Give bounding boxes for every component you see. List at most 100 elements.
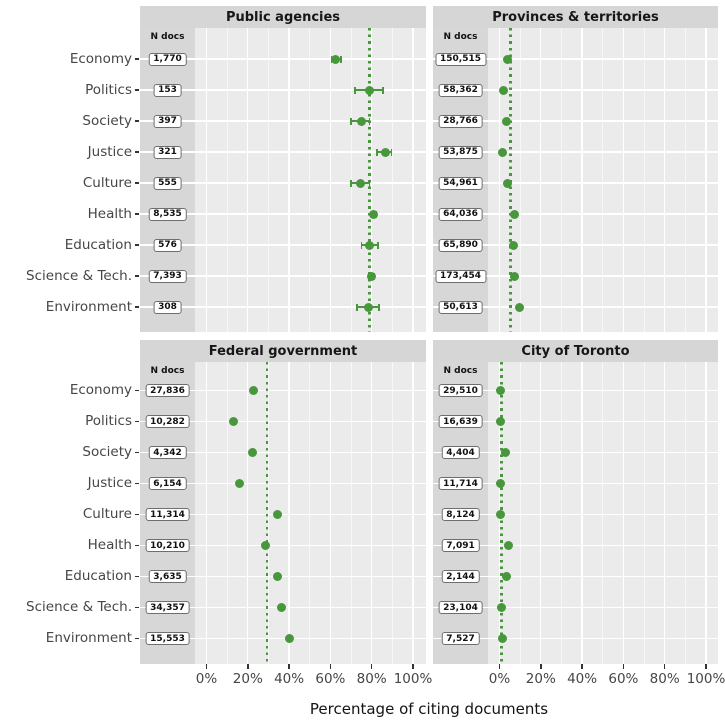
facet-title: Federal government xyxy=(208,343,358,359)
grid-major-v xyxy=(622,362,625,664)
data-point xyxy=(503,178,513,188)
data-point xyxy=(365,85,375,95)
data-point xyxy=(502,572,512,581)
grid-h xyxy=(195,275,426,277)
x-axis-title: Percentage of citing documents xyxy=(309,700,549,718)
data-point xyxy=(365,240,375,250)
data-point xyxy=(496,603,506,612)
ndocs-box: 53,875 xyxy=(438,145,483,159)
grid-major-v xyxy=(705,362,707,664)
facet-title: Public agencies xyxy=(225,9,341,25)
x-tick xyxy=(498,664,501,669)
data-point xyxy=(495,479,505,488)
ndocs-box: 11,314 xyxy=(145,508,190,521)
y-tick xyxy=(134,513,139,516)
ndocs-column: N docs 27,836 10,282 4,342 6,154 11,314 10,21… xyxy=(140,362,195,664)
grid-minor-v xyxy=(643,28,645,332)
ndocs-box: 555 xyxy=(153,176,182,190)
data-point xyxy=(498,85,508,95)
grid-major-v xyxy=(664,28,666,332)
y-tick xyxy=(134,575,139,578)
data-point xyxy=(497,147,507,157)
grid-h xyxy=(195,482,426,485)
data-point xyxy=(331,54,341,64)
grid-minor-v xyxy=(309,362,311,664)
grid-h xyxy=(195,513,426,516)
ndocs-box: 1,770 xyxy=(148,52,187,66)
x-tick-label: 20% xyxy=(525,671,556,687)
grid-minor-v xyxy=(226,362,228,664)
grid-minor-v xyxy=(560,28,562,332)
ndocs-box: 28,766 xyxy=(438,114,483,128)
x-tick xyxy=(247,664,249,669)
grid-h xyxy=(195,451,426,454)
y-tick xyxy=(134,451,139,454)
y-tick xyxy=(134,244,139,246)
y-axis-label: Culture xyxy=(82,174,132,191)
y-tick xyxy=(134,58,139,60)
grid-h xyxy=(195,606,426,609)
facet-title: Provinces & territories xyxy=(492,9,659,25)
error-bar-cap xyxy=(368,117,371,125)
grid-major-v xyxy=(371,28,373,332)
error-bar-cap xyxy=(382,86,385,94)
error-bar-cap xyxy=(339,55,342,63)
error-bar-cap xyxy=(390,148,393,156)
y-axis-label: Science & Tech. xyxy=(26,267,132,284)
data-point xyxy=(503,541,513,550)
ndocs-box: 34,357 xyxy=(145,601,190,614)
data-point xyxy=(355,178,365,188)
grid-major-v xyxy=(540,362,542,664)
grid-major-v xyxy=(247,28,249,332)
grid-major-v xyxy=(412,362,414,664)
error-bar-cap xyxy=(360,241,363,249)
data-point xyxy=(502,54,512,64)
facet-strip-city-of-toronto: City of Toronto xyxy=(433,340,718,362)
x-tick-label: 80% xyxy=(356,671,387,687)
grid-h xyxy=(195,213,426,215)
x-tick xyxy=(288,664,290,669)
data-point xyxy=(228,417,238,426)
grid-h xyxy=(195,637,426,640)
y-tick xyxy=(134,306,139,308)
x-tick xyxy=(540,664,542,669)
grid-minor-v xyxy=(391,362,393,664)
grid-h xyxy=(195,89,426,91)
panel-provinces-territories xyxy=(488,28,718,332)
grid-major-v xyxy=(329,28,332,332)
ndocs-box: 54,961 xyxy=(438,176,483,190)
grid-major-v xyxy=(288,28,290,332)
y-axis-label: Politics xyxy=(85,413,132,429)
error-bar-cap xyxy=(377,241,379,249)
grid-minor-v xyxy=(350,362,352,664)
error-bar-cap xyxy=(376,148,378,156)
ndocs-box: 11,714 xyxy=(438,477,483,490)
grid-major-v xyxy=(205,28,208,332)
grid-h xyxy=(195,544,426,547)
error-bar-cap xyxy=(356,303,359,311)
error-bar-cap xyxy=(378,303,380,311)
ndocs-column: N docs 29,510 16,639 4,404 11,714 8,124 7,091… xyxy=(433,362,488,664)
y-tick xyxy=(134,482,139,485)
data-point xyxy=(273,572,283,581)
x-tick xyxy=(329,664,332,669)
data-point xyxy=(248,448,258,457)
ndocs-box: 8,535 xyxy=(148,207,187,221)
y-axis-label: Environment xyxy=(45,298,132,315)
y-axis-label: Education xyxy=(64,568,132,584)
ndocs-box: 10,282 xyxy=(145,415,190,428)
y-tick xyxy=(134,606,139,609)
ndocs-box: 29,510 xyxy=(438,384,483,397)
x-tick-label: 100% xyxy=(393,671,433,687)
grid-h xyxy=(195,120,426,122)
x-tick-label: 60% xyxy=(315,671,346,687)
grid-minor-v xyxy=(684,28,686,332)
y-axis-label: Society xyxy=(82,112,132,129)
grid-minor-v xyxy=(560,362,562,664)
grid-major-v xyxy=(581,28,583,332)
ndocs-box: 321 xyxy=(153,145,182,159)
x-tick xyxy=(705,664,707,669)
data-point xyxy=(273,510,283,519)
y-axis-label: Politics xyxy=(85,81,132,98)
